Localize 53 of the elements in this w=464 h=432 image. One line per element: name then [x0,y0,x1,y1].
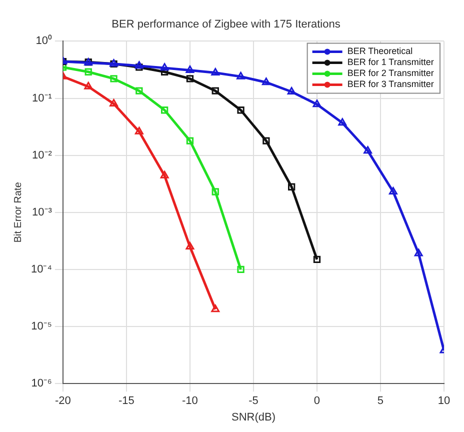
point [134,61,144,69]
point [160,63,169,71]
x-tick-label: 0 [314,395,320,408]
legend-label: BER for 1 Transmitter [347,57,434,68]
point [136,64,143,71]
x-tick-label: 5 [377,395,384,408]
point [236,72,245,80]
point [262,137,270,144]
y-tick-label: 10⁰ [36,34,52,48]
point [414,248,423,256]
y-tick-label: 10⁻⁴ [30,264,52,276]
point [84,68,92,76]
legend-label: BER for 3 Transmitter [347,79,434,90]
x-tick-label: -10 [182,395,198,408]
point [287,87,296,95]
y-tick-label: 10⁻¹ [32,92,52,104]
x-tick-label: -20 [55,395,71,408]
legend-label: BER for 2 Transmitter [347,68,434,78]
point [160,106,168,114]
y-tick-label: 10⁻³ [32,206,52,218]
y-tick-label: 10⁻⁵ [31,320,52,333]
chart-title: BER performance of Zigbee with 175 Iterations [112,18,341,31]
x-axis-title: SNR(dB) [231,411,276,424]
point [186,242,194,250]
x-tick-label: -5 [248,395,258,408]
y-tick-label: 10⁻² [32,149,52,162]
point [160,170,169,178]
point [364,146,372,154]
point [186,65,194,73]
point [212,87,219,94]
point [237,266,244,274]
point [134,126,144,134]
point [312,100,322,108]
legend-label: BER Theoretical [347,46,413,56]
point [110,75,118,82]
point [313,256,321,263]
point [212,188,219,196]
point [186,75,194,82]
point [211,304,220,312]
y-tick-label: 10⁻⁶ [31,378,52,390]
point [211,68,220,76]
x-tick-label: 10 [438,395,450,408]
x-tick-label: -15 [118,395,134,408]
point [84,82,93,90]
point [388,187,398,195]
point [186,137,194,144]
point [110,99,118,107]
point [237,106,244,114]
point [338,118,347,126]
point [136,87,143,94]
point [288,183,296,190]
point [262,78,270,86]
y-axis-title: Bit Error Rate [12,182,24,243]
